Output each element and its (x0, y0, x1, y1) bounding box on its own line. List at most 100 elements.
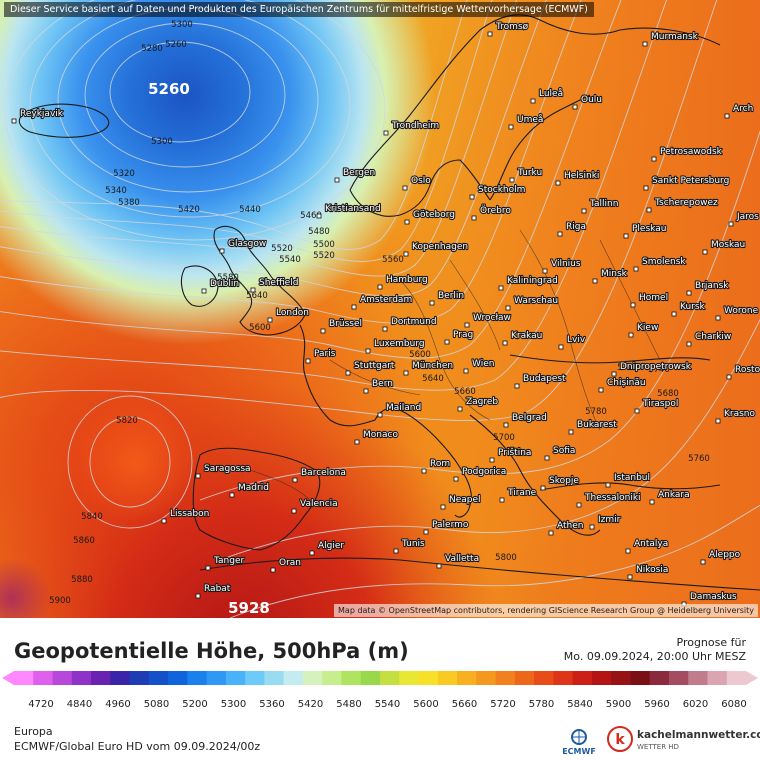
city-marker (642, 41, 648, 47)
map-attribution[interactable]: Map data © OpenStreetMap contributors, r… (334, 604, 758, 617)
ecmwf-logo[interactable]: ECMWF (561, 728, 597, 756)
city-label: Kursk (680, 302, 706, 312)
region-label: Europa (14, 725, 53, 738)
contour-label: 5480 (308, 227, 330, 237)
city-marker (702, 249, 708, 255)
contour-label: 5820 (116, 416, 138, 426)
city-label: Oran (279, 558, 301, 568)
brand-sub: WETTER HD (637, 743, 679, 751)
city-label: Sankt Petersburg (652, 176, 729, 186)
city-label: Tscherepowez (654, 198, 718, 208)
city-label: Ankara (658, 490, 690, 500)
contour-label: 5800 (495, 553, 517, 563)
city-label: Tirane (507, 488, 537, 498)
brand-name: kachelmannwetter.com (637, 729, 760, 741)
city-label: Trondheim (391, 121, 439, 131)
scale-swatch (514, 671, 535, 685)
scale-tick-label: 5420 (298, 699, 323, 710)
scale-swatch (110, 671, 131, 685)
city-marker (503, 422, 509, 428)
city-marker (402, 185, 408, 191)
city-marker (219, 248, 225, 254)
city-marker (649, 499, 655, 505)
city-label: Barcelona (301, 468, 346, 478)
country-borders (249, 229, 661, 501)
city-label: Luxemburg (374, 339, 425, 349)
scale-swatch (52, 671, 73, 685)
scale-swatch (591, 671, 612, 685)
contour-label: 5780 (585, 407, 607, 417)
ecmwf-disclaimer: Dieser Service basiert auf Daten und Pro… (4, 2, 594, 17)
scale-tick-label: 5900 (606, 699, 631, 710)
city-label: Aleppo (709, 550, 741, 560)
scale-swatch (553, 671, 574, 685)
contour-label: 5640 (422, 374, 444, 384)
city-marker (334, 177, 340, 183)
city-marker (634, 408, 640, 414)
contour-label: 5560 (382, 255, 404, 265)
city-marker (509, 177, 515, 183)
city-label: Amsterdam (360, 295, 412, 305)
ecmwf-logo-text: ECMWF (562, 747, 596, 756)
city-label: Thessaloniki (584, 493, 641, 503)
city-marker (558, 344, 564, 350)
city-label: Sheffield (259, 278, 298, 288)
contour-label: 5300 (171, 20, 193, 30)
city-marker (403, 370, 409, 376)
contour-label: 5300 (151, 137, 173, 147)
city-marker (715, 418, 721, 424)
city-marker (161, 518, 167, 524)
city-marker (305, 358, 311, 364)
city-label: Monaco (363, 430, 398, 440)
city-marker (651, 156, 657, 162)
scale-swatch (418, 671, 439, 685)
city-label: Berlin (438, 291, 464, 301)
city-marker (686, 341, 692, 347)
city-marker (345, 370, 351, 376)
city-label: Stockholm (478, 185, 525, 195)
contour-label: 5680 (657, 389, 679, 399)
city-label: Homel (639, 293, 668, 303)
city-marker (623, 233, 629, 239)
contour-label: 5380 (118, 198, 140, 208)
contour-label: 5580 (217, 273, 239, 283)
chart-title: Geopotentielle Höhe, 500hPa (m) (14, 639, 409, 663)
city-label: Antalya (634, 539, 668, 549)
city-marker (201, 288, 207, 294)
contour-label: 5600 (409, 350, 431, 360)
scale-swatch (495, 671, 516, 685)
contour-label: 5840 (81, 512, 103, 522)
city-marker (605, 482, 611, 488)
city-label: Krasno (724, 409, 756, 419)
city-marker (270, 567, 276, 573)
city-label: Tromsø (495, 22, 529, 32)
city-label: Tanger (213, 556, 244, 566)
scale-tick-label: 5540 (375, 699, 400, 710)
scale-swatch (322, 671, 343, 685)
city-marker (671, 311, 677, 317)
valid-label: Prognose für (676, 636, 747, 649)
kachelmann-logo[interactable]: k kachelmannwetter.com WETTER HD (607, 726, 760, 756)
city-marker (421, 468, 427, 474)
city-marker (429, 300, 435, 306)
city-label: Dnipropetrowsk (620, 362, 692, 372)
city-marker (633, 266, 639, 272)
scale-tick-label: 5080 (144, 699, 169, 710)
city-label: Belgrad (512, 413, 547, 423)
kachelmann-k-icon: k (607, 726, 633, 752)
city-label: Izmir (598, 515, 621, 525)
city-label: Pleskau (632, 224, 666, 234)
city-label: Vilnius (551, 259, 581, 269)
city-marker (403, 251, 409, 257)
city-marker (377, 284, 383, 290)
city-label: Murmansk (651, 32, 699, 42)
city-marker (715, 315, 721, 321)
city-label: Helsinki (564, 171, 599, 181)
city-marker (544, 455, 550, 461)
city-marker (499, 497, 505, 503)
scale-arrow-low (2, 671, 14, 685)
city-label: Oulu (581, 95, 602, 105)
city-labels: Tromsø Murmansk Reykjavik Luleå Oulu Umeå Tron… (19, 21, 760, 603)
contour-label: 5540 (279, 255, 301, 265)
city-marker (557, 231, 563, 237)
